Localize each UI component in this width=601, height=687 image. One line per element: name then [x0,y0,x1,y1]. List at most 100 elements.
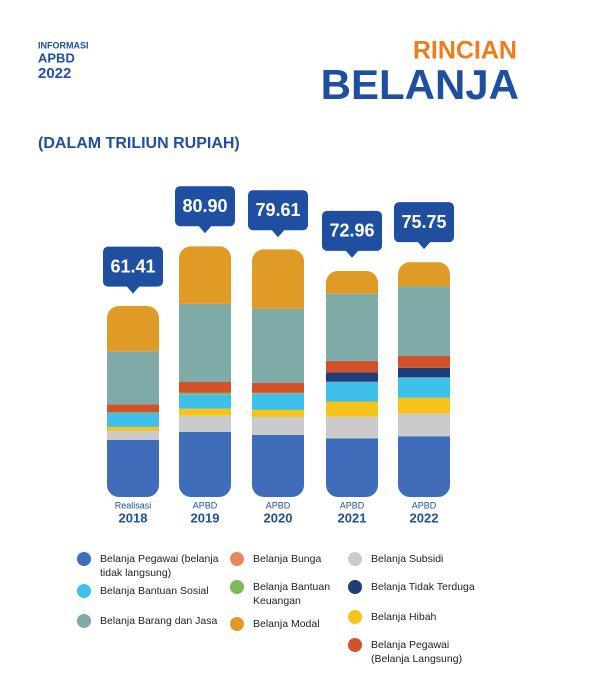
legend-label: Belanja Pegawai (belanja tidak langsung) [100,553,219,579]
total-label: 80.90 [182,196,227,216]
bar-stack [398,262,450,497]
legend-swatch [230,617,244,631]
chart-title: BELANJA [321,61,519,108]
x-tick-label: 2022 [410,510,439,525]
chart-subtitle: (DALAM TRILIUN RUPIAH) [38,135,240,152]
legend-swatch [230,580,244,594]
total-callout [394,202,454,250]
bar-segment [326,372,378,382]
legend-swatch [348,580,362,594]
legend-swatch [348,552,362,566]
callout-pointer [417,241,431,250]
bar-segment [107,351,159,405]
bar-segment [326,438,378,497]
bar-stack [326,270,378,497]
bar-segment [326,293,378,361]
callout-pointer [271,229,285,238]
total-callout [103,246,163,294]
bar-segment [107,430,159,440]
bar-segment [398,413,450,437]
legend-swatch [77,614,91,628]
callout-box [322,210,382,251]
bar-stack [107,306,159,497]
bar-segment [107,426,159,431]
callout-pointer [126,285,140,294]
legend-swatch [230,552,244,566]
bar-segment [398,355,450,368]
bar-segment [252,409,304,418]
legend-label: Belanja Hibah [371,611,437,623]
legend-label: Belanja Bunga [253,553,322,565]
callout-box [394,202,454,243]
legend-swatch [77,552,91,566]
legend-label: Belanja Bantuan Sosial [100,585,209,597]
bar-segment [326,381,378,402]
bar-segment [179,246,231,304]
total-callout [322,210,382,258]
bar-segment [179,381,231,393]
legend-swatch [348,638,362,652]
x-tick-label: 2019 [191,510,220,525]
bar-segment [398,436,450,497]
legend-label: Belanja Bantuan Keuangan [253,581,331,607]
title-top: RINCIAN [413,37,517,65]
x-tick-prefix: Realisasi [115,500,152,510]
bar-segment [252,393,304,410]
bar-segment [252,249,304,309]
bar-segment [179,431,231,497]
bar-segment [179,394,231,409]
x-tick-prefix: APBD [412,500,437,510]
bar-segment [107,404,159,413]
x-tick-label: 2020 [264,510,293,525]
bar-segment [326,270,378,294]
bar-segment [179,303,231,382]
header-kicker: INFORMASI [38,40,89,50]
x-tick-prefix: APBD [340,500,365,510]
bar-segment [398,286,450,356]
x-tick-label: 2021 [338,510,367,525]
bar-stack [179,246,231,497]
callout-box [248,190,308,231]
bar-segment [398,377,450,398]
bar-segment [107,306,159,352]
bar-segment [326,360,378,373]
header-brand: APBD [38,50,75,65]
bar-segment [179,415,231,432]
bar-segment [252,382,304,393]
legend-label: Belanja Pegawai (Belanja Langsung) [371,639,463,665]
callout-pointer [345,249,359,258]
legend-label: Belanja Modal [253,618,320,630]
bar-segment [252,392,304,394]
x-tick-prefix: APBD [266,500,291,510]
bar-segment [107,412,159,413]
bar-segment [326,416,378,439]
x-tick-label: 2018 [119,510,148,525]
callout-box [103,246,163,287]
total-label: 61.41 [110,256,155,276]
bar-segment [252,417,304,435]
total-callout [175,186,235,234]
bar-segment [252,435,304,497]
header-year: 2022 [38,65,71,82]
bar-segment [179,392,231,395]
legend-swatch [348,610,362,624]
legend-label: Belanja Barang dan Jasa [100,615,218,627]
total-label: 79.61 [255,200,300,220]
bar-segment [252,308,304,383]
callout-box [175,186,235,227]
bar-segment [107,412,159,427]
legend-label: Belanja Tidak Terduga [371,581,475,593]
bar-stack [252,249,304,497]
bar-segment [179,408,231,416]
chart: INFORMASI APBD 2022 RINCIAN BELANJA (DAL… [38,37,519,526]
x-tick-prefix: APBD [193,500,218,510]
legend-label: Belanja Subsidi [371,553,444,565]
callout-pointer [198,225,212,234]
bar-segment [107,439,159,497]
total-label: 75.75 [401,212,446,232]
legend-swatch [77,584,91,598]
total-callout [248,190,308,238]
bar-segment [326,401,378,417]
bar-segment [398,262,450,287]
